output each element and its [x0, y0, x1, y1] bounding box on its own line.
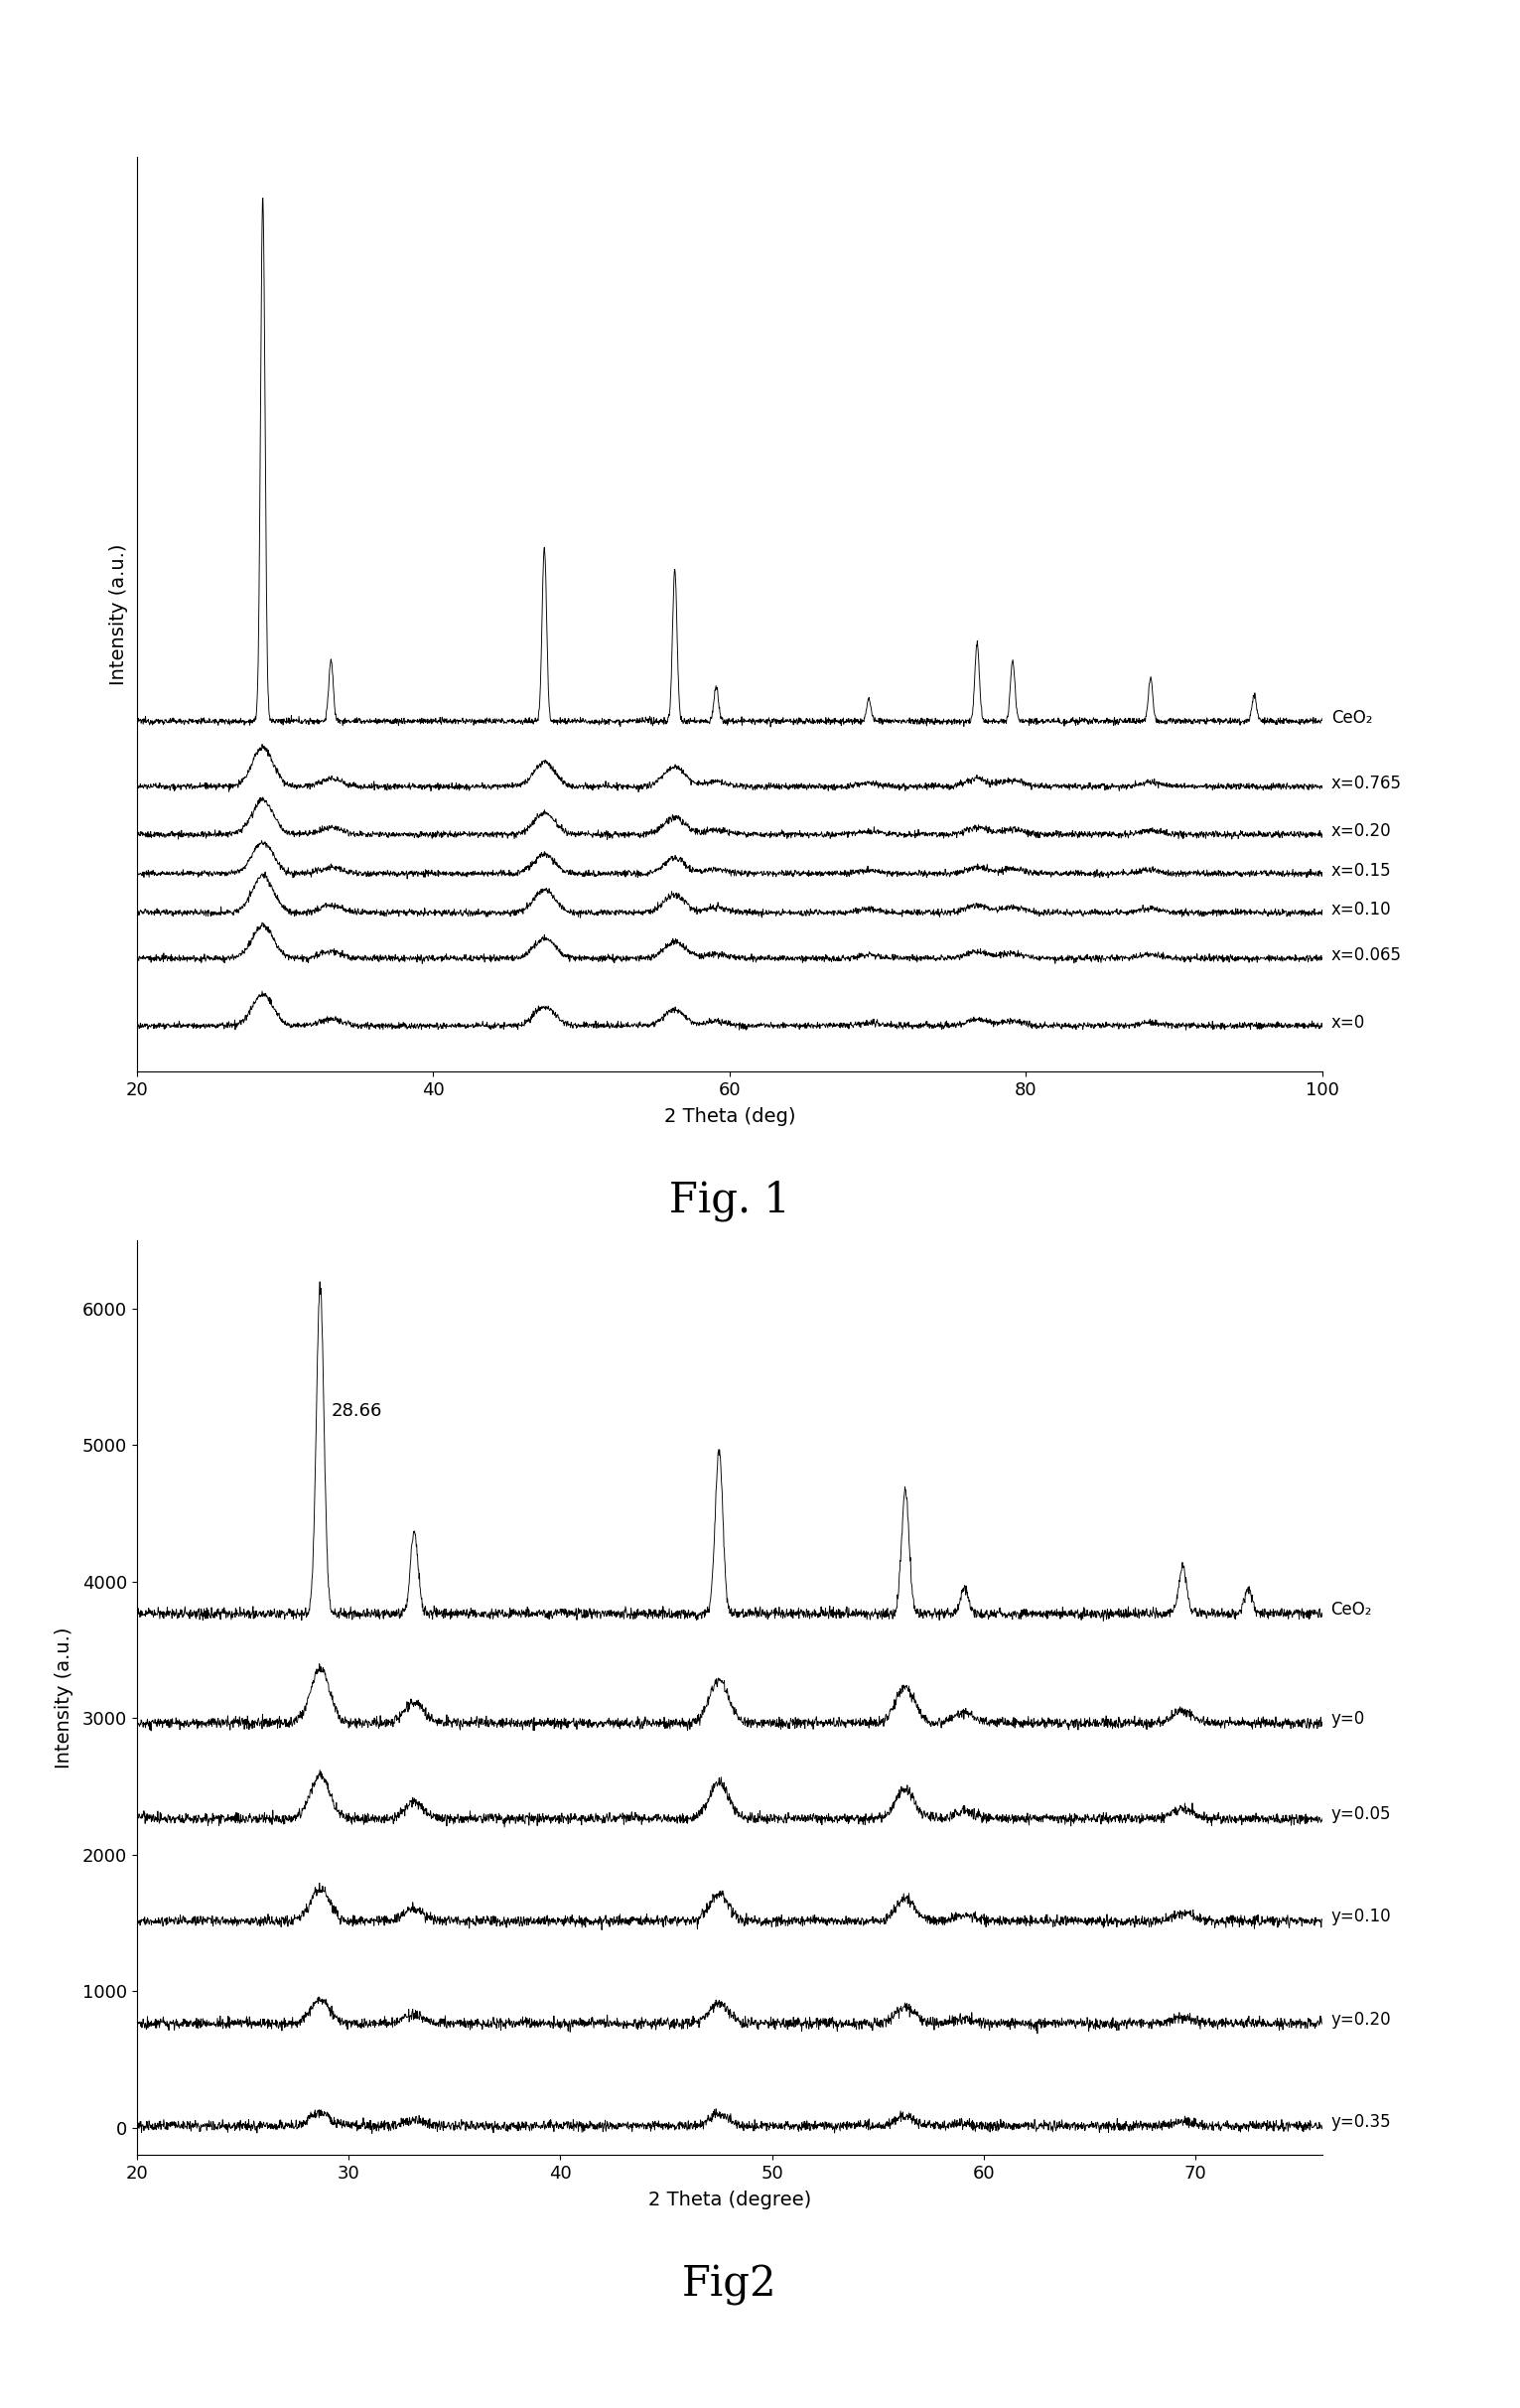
Text: Fig2: Fig2: [682, 2264, 777, 2304]
Text: CeO₂: CeO₂: [1332, 710, 1373, 727]
Text: x=0.765: x=0.765: [1332, 775, 1401, 792]
Text: x=0.15: x=0.15: [1332, 862, 1391, 879]
X-axis label: 2 Theta (degree): 2 Theta (degree): [648, 2191, 812, 2211]
Text: y=0.20: y=0.20: [1332, 2011, 1391, 2028]
Text: x=0.10: x=0.10: [1332, 901, 1391, 917]
Text: CeO₂: CeO₂: [1332, 1601, 1373, 1618]
Text: Fig. 1: Fig. 1: [669, 1180, 790, 1221]
Text: x=0: x=0: [1332, 1014, 1365, 1031]
X-axis label: 2 Theta (deg): 2 Theta (deg): [664, 1108, 795, 1127]
Text: 28.66: 28.66: [331, 1401, 383, 1421]
Text: y=0.10: y=0.10: [1332, 1907, 1391, 1926]
Text: y=0.35: y=0.35: [1332, 2112, 1391, 2131]
Y-axis label: Intensity (a.u.): Intensity (a.u.): [55, 1628, 74, 1767]
Text: y=0: y=0: [1332, 1710, 1365, 1729]
Text: x=0.065: x=0.065: [1332, 946, 1401, 963]
Y-axis label: Intensity (a.u.): Intensity (a.u.): [109, 544, 129, 684]
Text: x=0.20: x=0.20: [1332, 821, 1391, 840]
Text: y=0.05: y=0.05: [1332, 1806, 1391, 1823]
